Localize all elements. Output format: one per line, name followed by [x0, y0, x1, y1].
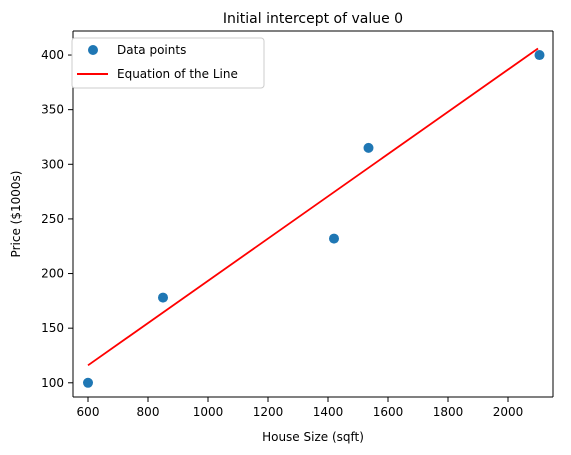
x-axis-ticks: 600 800 1000 1200 1400 1600 1800 2000	[77, 397, 524, 419]
x-tick-label: 1000	[193, 405, 224, 419]
data-point	[534, 50, 545, 61]
data-point	[329, 233, 339, 244]
data-point	[158, 292, 168, 303]
y-axis-ticks: 100 150 200 250 300 350 400	[41, 48, 73, 390]
x-axis-title: House Size (sqft)	[262, 430, 364, 444]
y-tick-label: 400	[41, 48, 64, 62]
chart-legend: Data points Equation of the Line	[71, 37, 265, 89]
data-point	[363, 142, 374, 153]
x-tick-label: 1800	[433, 405, 464, 419]
y-tick-label: 200	[41, 267, 64, 281]
x-tick-label: 1200	[253, 405, 284, 419]
y-tick-label: 150	[41, 321, 64, 335]
legend-label-data-points: Data points	[117, 43, 186, 57]
y-axis-title: Price ($1000s)	[9, 171, 23, 258]
x-tick-label: 600	[77, 405, 100, 419]
x-tick-label: 800	[137, 405, 160, 419]
y-tick-label: 100	[41, 376, 64, 390]
x-tick-label: 1400	[313, 405, 344, 419]
y-tick-label: 250	[41, 212, 64, 226]
y-tick-label: 300	[41, 157, 64, 171]
axes	[72, 30, 554, 398]
data-point	[83, 377, 93, 388]
y-tick-label: 350	[41, 103, 64, 117]
x-tick-label: 1600	[373, 405, 404, 419]
x-tick-label: 2000	[493, 405, 524, 419]
chart-title: Initial intercept of value 0	[223, 11, 403, 27]
plot-area	[73, 31, 553, 397]
series-layer	[83, 47, 545, 388]
legend-box	[71, 37, 265, 89]
regression-line	[87, 47, 539, 367]
legend-marker-data-points	[88, 45, 98, 55]
legend-label-equation: Equation of the Line	[117, 67, 238, 81]
